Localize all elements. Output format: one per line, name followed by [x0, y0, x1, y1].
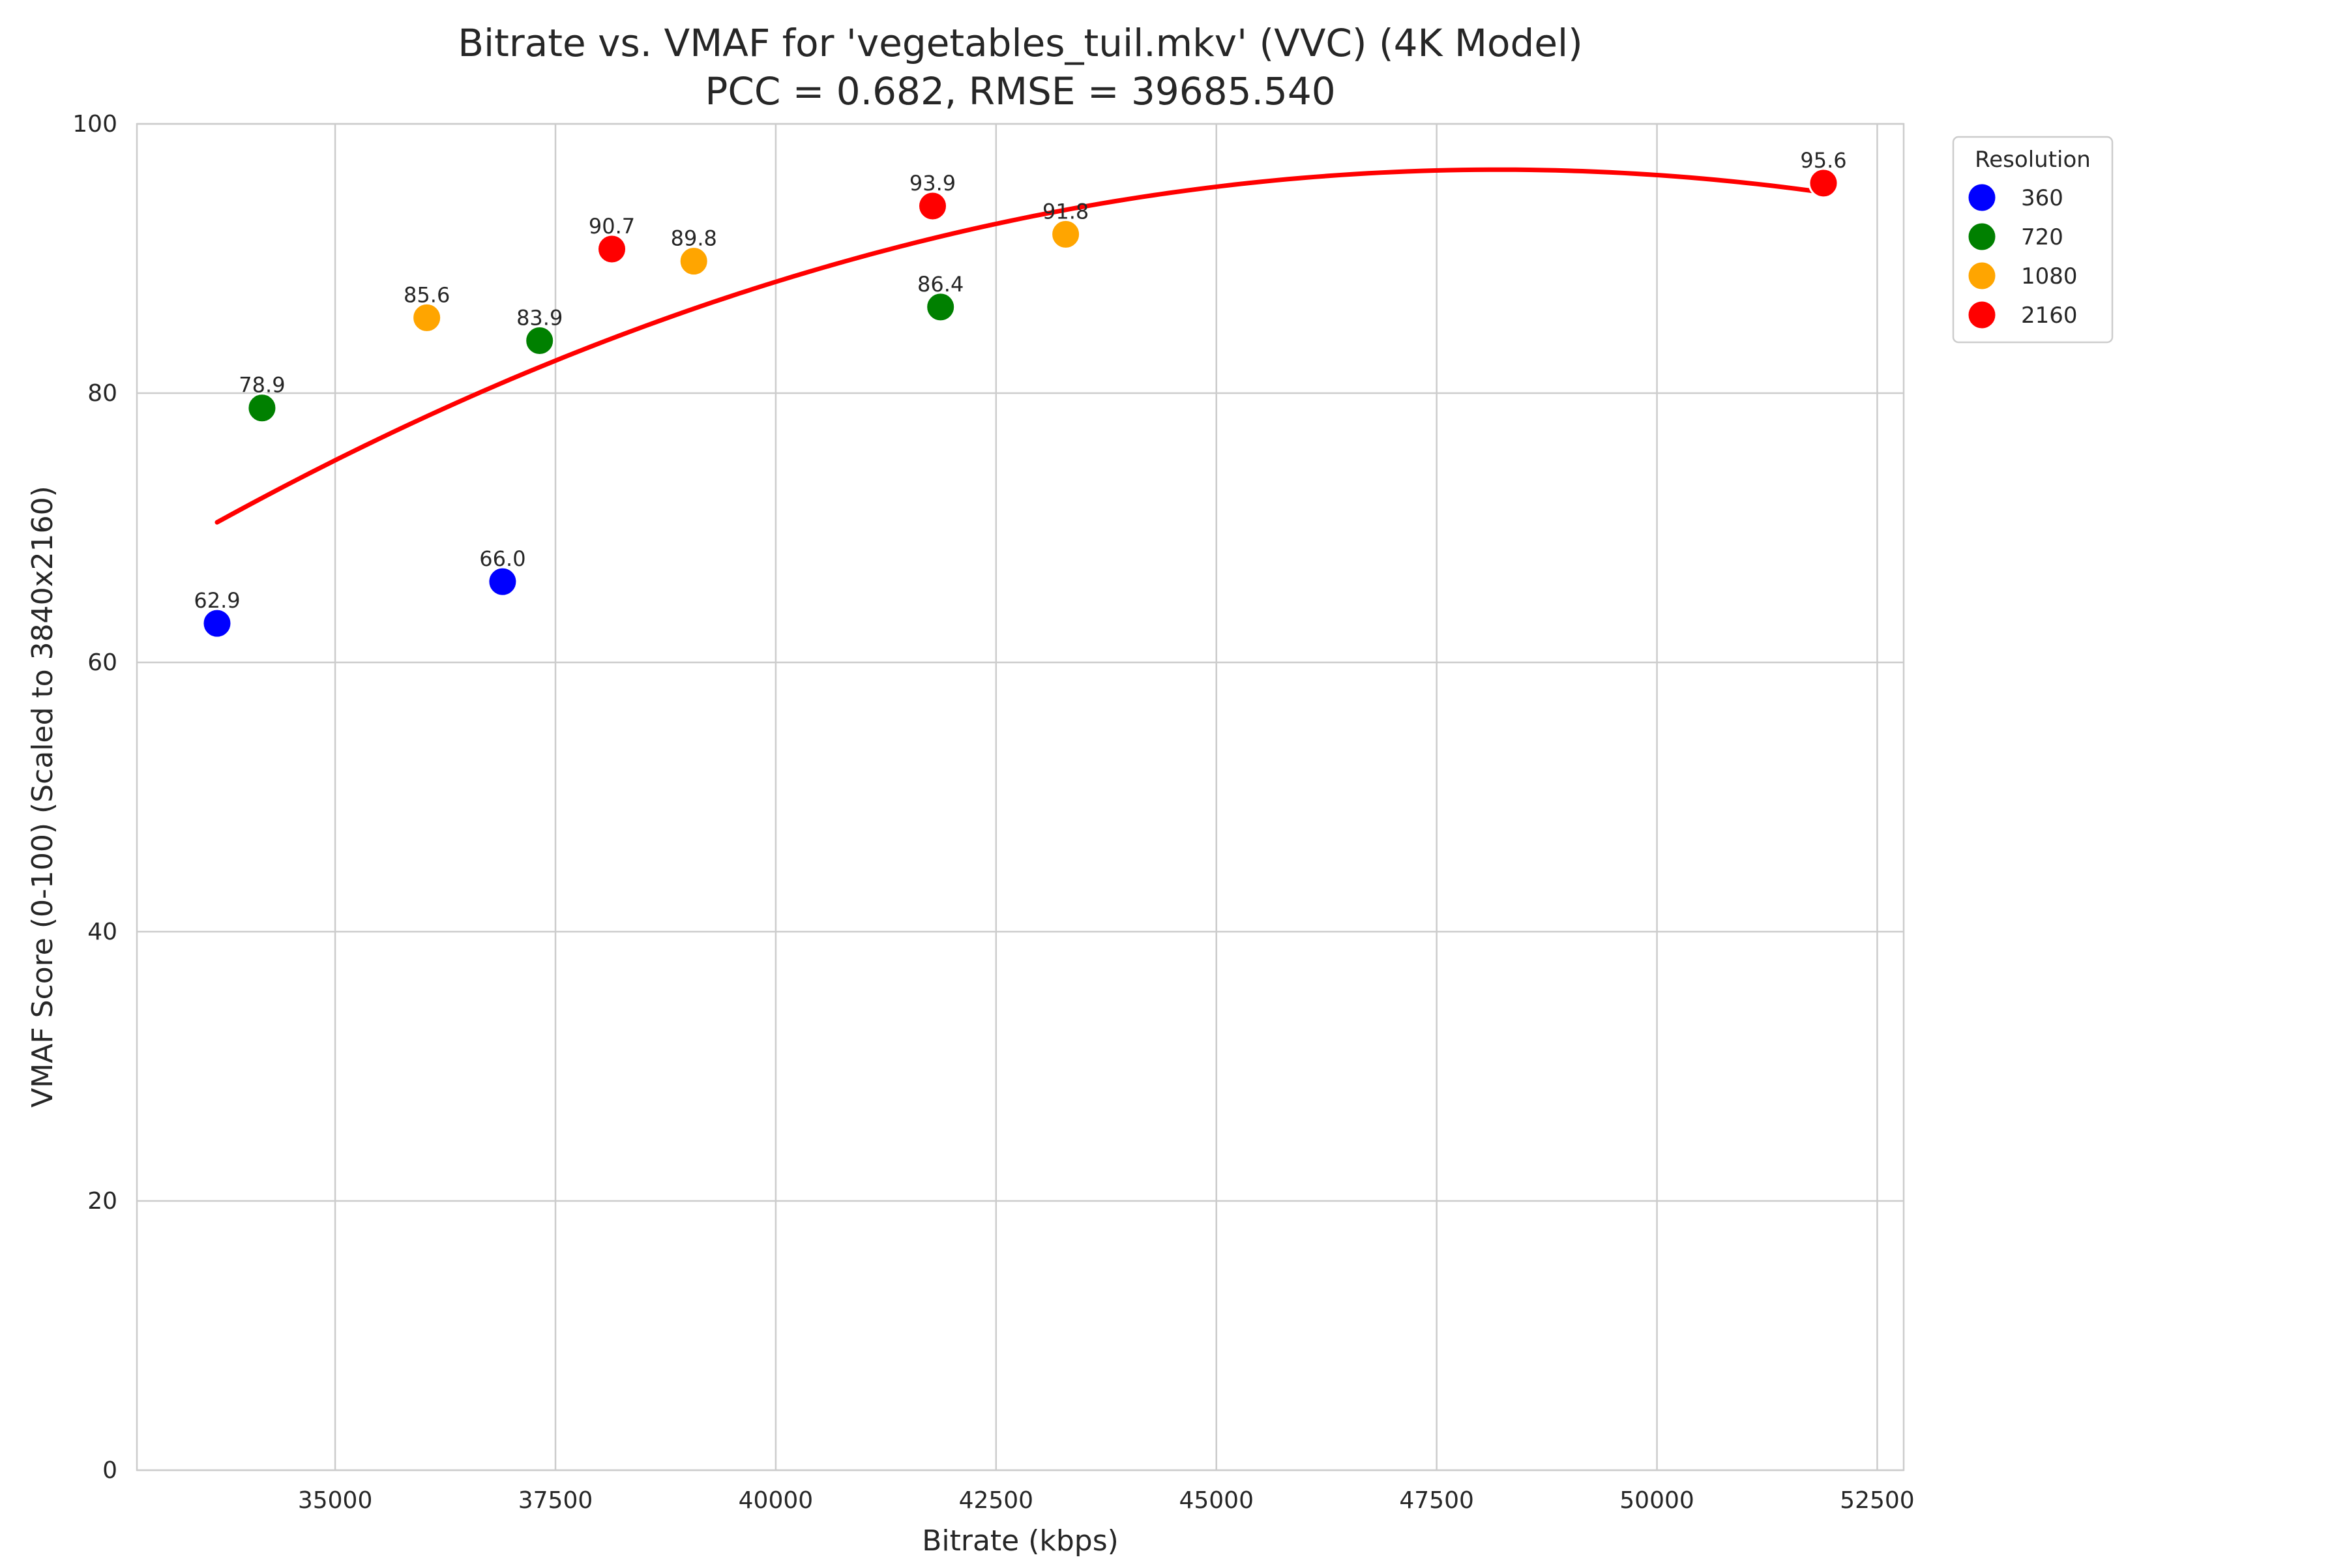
y-tick-label: 0: [102, 1457, 117, 1484]
legend-marker: [1966, 260, 1998, 291]
x-tick-label: 47500: [1399, 1487, 1474, 1514]
data-label: 62.9: [194, 588, 240, 613]
chart-title-line2: PCC = 0.682, RMSE = 39685.540: [705, 69, 1335, 113]
x-tick-label: 52500: [1840, 1487, 1915, 1514]
x-axis-label: Bitrate (kbps): [922, 1524, 1119, 1558]
data-point: [411, 302, 443, 333]
y-tick-label: 80: [87, 380, 117, 407]
y-tick-label: 40: [87, 919, 117, 945]
data-label: 90.7: [589, 214, 635, 239]
legend-entries: 360 720 1080 2160: [1966, 182, 2078, 331]
data-point: [925, 291, 956, 323]
legend-entry-label: 1080: [2021, 263, 2078, 289]
data-label: 66.0: [479, 546, 525, 571]
ticks-layer: 35000 37500 40000 42500 45000 47500 50000 52500…: [72, 111, 1914, 1514]
legend-title: Resolution: [1975, 147, 2091, 173]
points-layer: [201, 168, 1839, 639]
data-point: [1050, 218, 1082, 250]
legend-marker: [1966, 221, 1998, 252]
chart-title-line1: Bitrate vs. VMAF for 'vegetables_tuil.mk…: [458, 21, 1583, 65]
data-point: [246, 392, 278, 424]
y-tick-label: 100: [72, 111, 117, 138]
data-label: 78.9: [239, 373, 285, 398]
x-tick-label: 40000: [739, 1487, 814, 1514]
data-point: [487, 566, 518, 597]
data-label: 86.4: [917, 272, 964, 297]
y-tick-label: 60: [87, 649, 117, 676]
data-label: 83.9: [516, 305, 563, 330]
data-label: 89.8: [671, 226, 717, 251]
x-tick-label: 50000: [1619, 1487, 1694, 1514]
data-point: [201, 608, 233, 639]
legend-entry-label: 2160: [2021, 303, 2078, 329]
x-tick-label: 42500: [959, 1487, 1034, 1514]
data-label: 91.8: [1042, 199, 1089, 224]
x-tick-label: 35000: [298, 1487, 373, 1514]
fit-curve: [214, 167, 1826, 525]
legend: Resolution 360 720 1080 2160: [1952, 136, 2114, 344]
data-point: [597, 233, 628, 265]
data-point: [678, 246, 709, 277]
y-tick-label: 20: [87, 1188, 117, 1215]
data-point: [524, 325, 555, 356]
legend-entry-label: 360: [2021, 185, 2063, 211]
legend-marker: [1966, 299, 1998, 331]
labels-layer: 62.9 66.0 78.9 83.9 86.4 85.6 89.8 91.8 90.7 93.9…: [194, 148, 1846, 613]
x-tick-label: 45000: [1179, 1487, 1254, 1514]
data-label: 85.6: [404, 282, 450, 307]
legend-marker: [1966, 182, 1998, 213]
y-axis-label: VMAF Score (0-100) (Scaled to 3840x2160): [26, 486, 59, 1108]
x-tick-label: 37500: [518, 1487, 593, 1514]
legend-entry-label: 720: [2021, 224, 2063, 250]
data-point: [917, 190, 949, 222]
fit-layer: [214, 167, 1826, 525]
data-label: 93.9: [909, 171, 956, 196]
plot-frame: [136, 123, 1905, 1472]
data-point: [1808, 168, 1839, 199]
data-label: 95.6: [1800, 148, 1846, 173]
